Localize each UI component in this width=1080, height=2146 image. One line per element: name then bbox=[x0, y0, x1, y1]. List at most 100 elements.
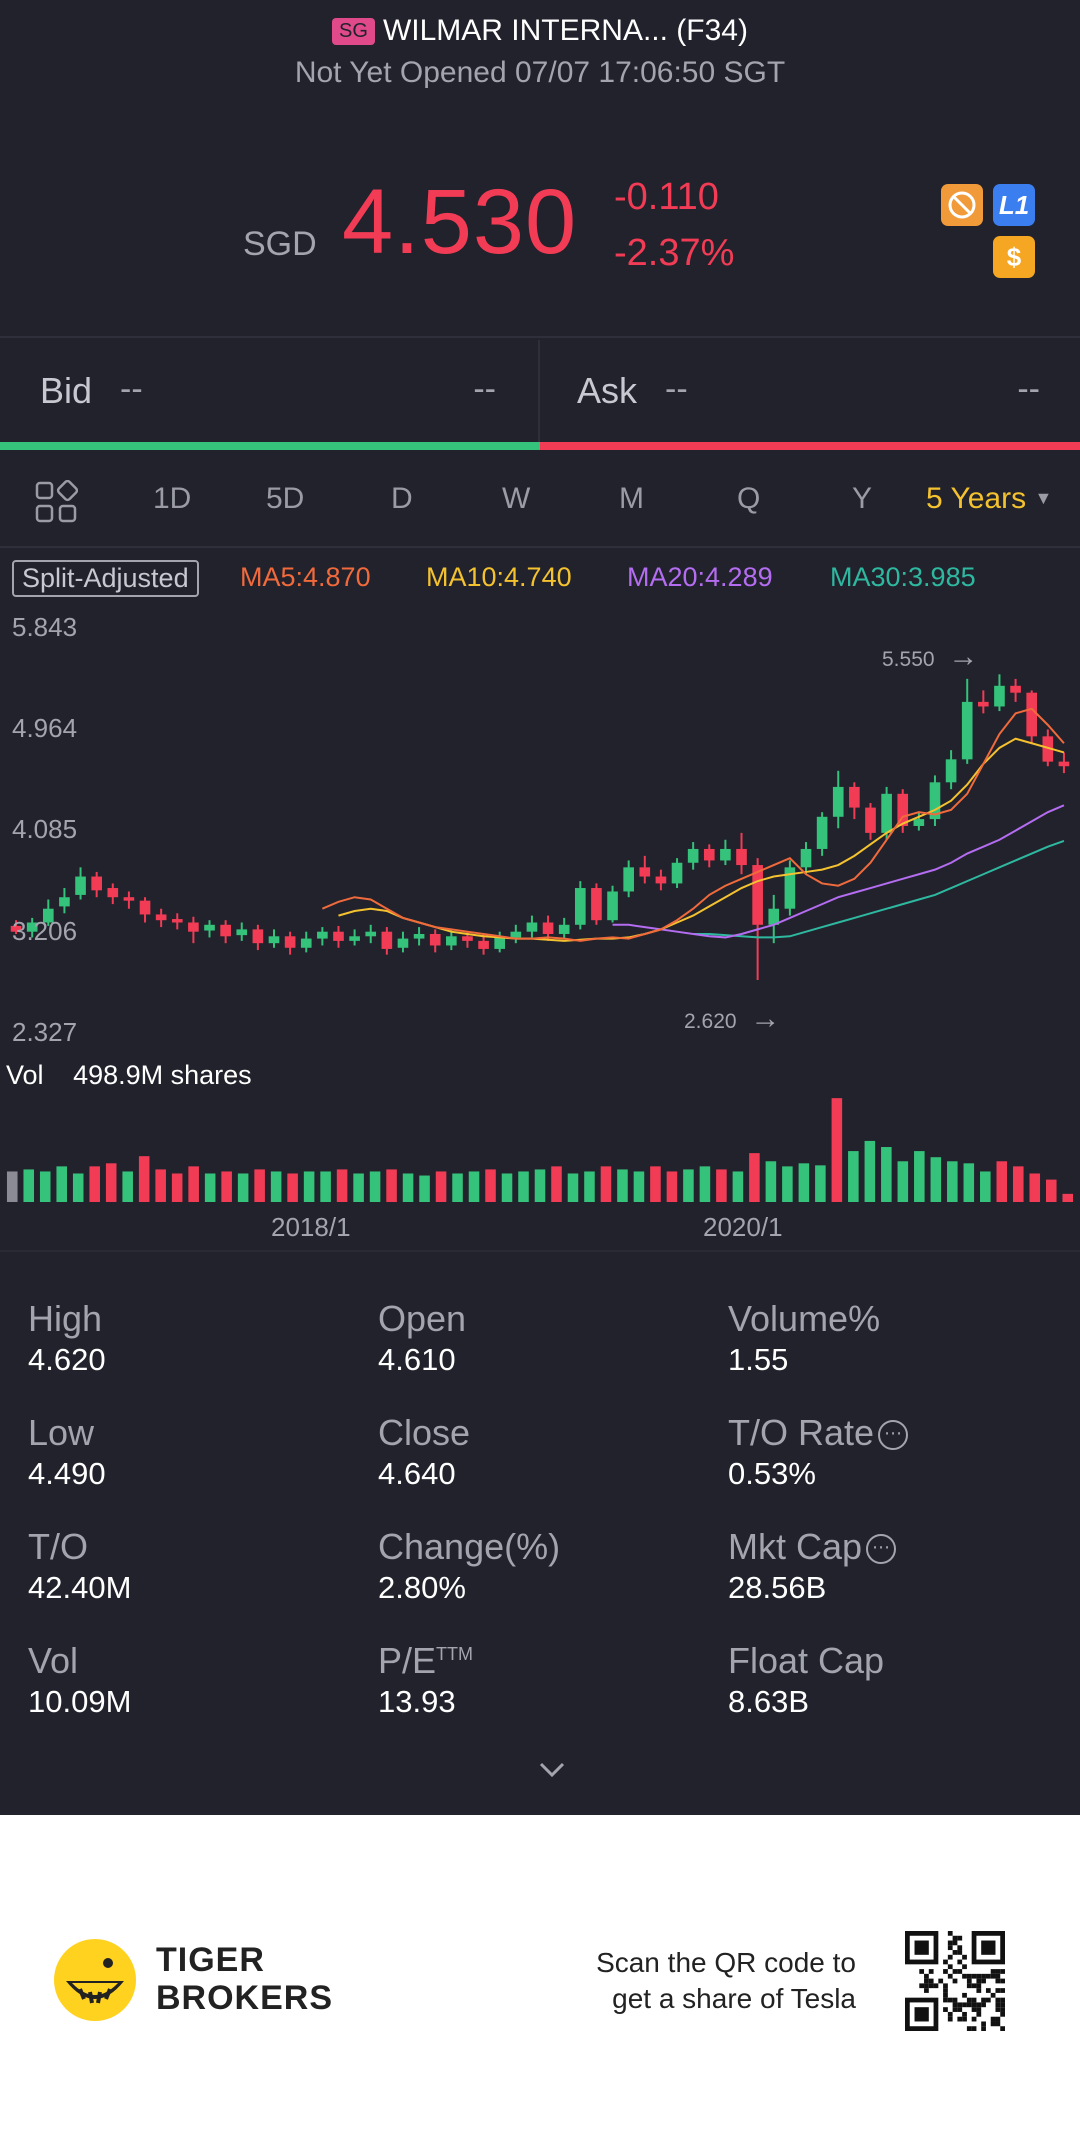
price-row: SGD 4.530 -0.110 -2.37% bbox=[0, 170, 1080, 280]
qr-module bbox=[971, 2026, 977, 2031]
candlestick-chart[interactable] bbox=[0, 600, 1080, 1050]
qr-module bbox=[971, 1983, 977, 1989]
qr-module bbox=[952, 1969, 958, 1974]
candle-body bbox=[784, 867, 796, 909]
volume-bar bbox=[270, 1171, 282, 1202]
no-trade-icon[interactable] bbox=[941, 184, 983, 226]
tab-5-years[interactable]: 5 Years ▼ bbox=[926, 482, 1052, 516]
volume-bar bbox=[584, 1171, 595, 1202]
qr-module bbox=[957, 2002, 963, 2008]
volume-chart[interactable] bbox=[0, 1090, 1080, 1205]
qr-module bbox=[976, 2011, 982, 2017]
divider bbox=[0, 336, 1080, 338]
candle-body bbox=[591, 888, 602, 921]
tab-month[interactable]: M bbox=[619, 482, 644, 515]
stat-label: Volume% bbox=[728, 1298, 881, 1339]
stat-value: 4.610 bbox=[378, 1342, 456, 1374]
grid-view-icon[interactable] bbox=[34, 479, 79, 532]
candle-body bbox=[236, 929, 248, 936]
candle-body bbox=[558, 924, 570, 934]
qr-module bbox=[971, 1997, 977, 2003]
qr-finder bbox=[914, 2007, 929, 2022]
candle-body bbox=[268, 936, 280, 944]
ma5-line bbox=[321, 707, 1065, 942]
volume-bar bbox=[518, 1171, 529, 1202]
volume-bar bbox=[237, 1173, 249, 1202]
qr-module bbox=[943, 1997, 948, 2003]
ask-label: Ask bbox=[577, 370, 638, 411]
stock-title: SG WILMAR INTERNA... (F34) bbox=[0, 14, 1080, 48]
qr-module bbox=[943, 1983, 948, 1989]
tab-year[interactable]: Y bbox=[852, 482, 873, 515]
tab-1d[interactable]: 1D bbox=[153, 482, 192, 515]
volume-bar bbox=[683, 1169, 694, 1202]
stock-name[interactable]: WILMAR INTERNA... (F34) bbox=[382, 14, 748, 47]
qr-module bbox=[995, 1978, 1001, 1984]
qr-module bbox=[995, 1973, 1001, 1979]
qr-module bbox=[1000, 2002, 1005, 2008]
volume-bar bbox=[353, 1173, 364, 1202]
volume-bar bbox=[1029, 1173, 1041, 1202]
stat-low: Low 4.490 bbox=[28, 1412, 368, 1502]
candle-body bbox=[462, 936, 473, 941]
price-change: -0.110 bbox=[614, 176, 719, 218]
qr-module bbox=[943, 1988, 948, 1993]
stat-high: High 4.620 bbox=[28, 1298, 368, 1388]
qr-module bbox=[943, 1992, 948, 1998]
volume-bar bbox=[1062, 1193, 1074, 1202]
candle-body bbox=[171, 919, 183, 923]
volume-bar bbox=[930, 1157, 942, 1202]
ask-panel: Ask -- -- bbox=[540, 340, 1080, 446]
ma10-line bbox=[338, 737, 1065, 942]
volume-bar bbox=[105, 1163, 117, 1202]
qr-module bbox=[1000, 1969, 1005, 1974]
qr-module bbox=[1000, 1997, 1005, 2003]
currency-label: SGD bbox=[243, 225, 317, 263]
candle-body bbox=[655, 876, 667, 884]
volume-bar bbox=[435, 1171, 447, 1202]
high-marker-value: 5.550 bbox=[882, 648, 935, 671]
candle-body bbox=[107, 888, 119, 898]
qr-module bbox=[962, 1964, 967, 1970]
qr-module bbox=[957, 1945, 963, 1951]
stat-label-text: Mkt Cap bbox=[728, 1526, 863, 1567]
volume-bar bbox=[996, 1161, 1008, 1202]
candle-body bbox=[736, 848, 747, 866]
market-status: Not Yet Opened 07/07 17:06:50 SGT bbox=[294, 56, 786, 89]
stat-label-text: P/E bbox=[378, 1640, 437, 1681]
arrow-right-icon: → bbox=[948, 640, 979, 673]
volume-label: Vol 498.9M shares bbox=[6, 1060, 252, 1091]
tab-quarter[interactable]: Q bbox=[737, 482, 761, 515]
qr-module bbox=[985, 1997, 991, 2003]
bid-size: -- bbox=[473, 370, 496, 408]
tab-week[interactable]: W bbox=[502, 482, 531, 515]
indicator-row: Split-Adjusted MA5:4.870 MA10:4.740 MA20… bbox=[0, 560, 1080, 600]
candle-body bbox=[720, 848, 731, 861]
candle-body bbox=[26, 922, 38, 932]
qr-module bbox=[981, 1978, 986, 1984]
split-adjusted-toggle[interactable]: Split-Adjusted bbox=[12, 560, 199, 597]
qr-module bbox=[943, 1959, 948, 1965]
info-icon[interactable]: ⋯ bbox=[866, 1534, 897, 1564]
volume-bar bbox=[600, 1166, 612, 1202]
qr-module bbox=[976, 2007, 982, 2012]
volume-bar bbox=[567, 1173, 579, 1202]
ma20-value: MA20:4.289 bbox=[627, 562, 773, 592]
info-icon[interactable]: ⋯ bbox=[878, 1420, 909, 1450]
qr-module bbox=[962, 1992, 967, 1998]
candle-body bbox=[994, 685, 1005, 707]
dollar-icon[interactable]: $ bbox=[993, 236, 1035, 278]
qr-module bbox=[995, 2021, 1001, 2027]
candle-body bbox=[349, 936, 360, 941]
level1-icon[interactable]: L1 bbox=[993, 184, 1035, 226]
tab-5d[interactable]: 5D bbox=[266, 482, 305, 515]
tab-day[interactable]: D bbox=[391, 482, 413, 515]
qr-module bbox=[943, 1969, 948, 1974]
volume-bar bbox=[650, 1166, 661, 1202]
volume-bar bbox=[980, 1171, 991, 1202]
stat-volume: Vol 10.09M bbox=[28, 1640, 368, 1730]
candle-body bbox=[397, 938, 409, 948]
ma30-value: MA30:3.985 bbox=[830, 562, 976, 592]
volume-bar bbox=[782, 1166, 793, 1202]
expand-chevron-icon[interactable] bbox=[538, 1754, 566, 1786]
